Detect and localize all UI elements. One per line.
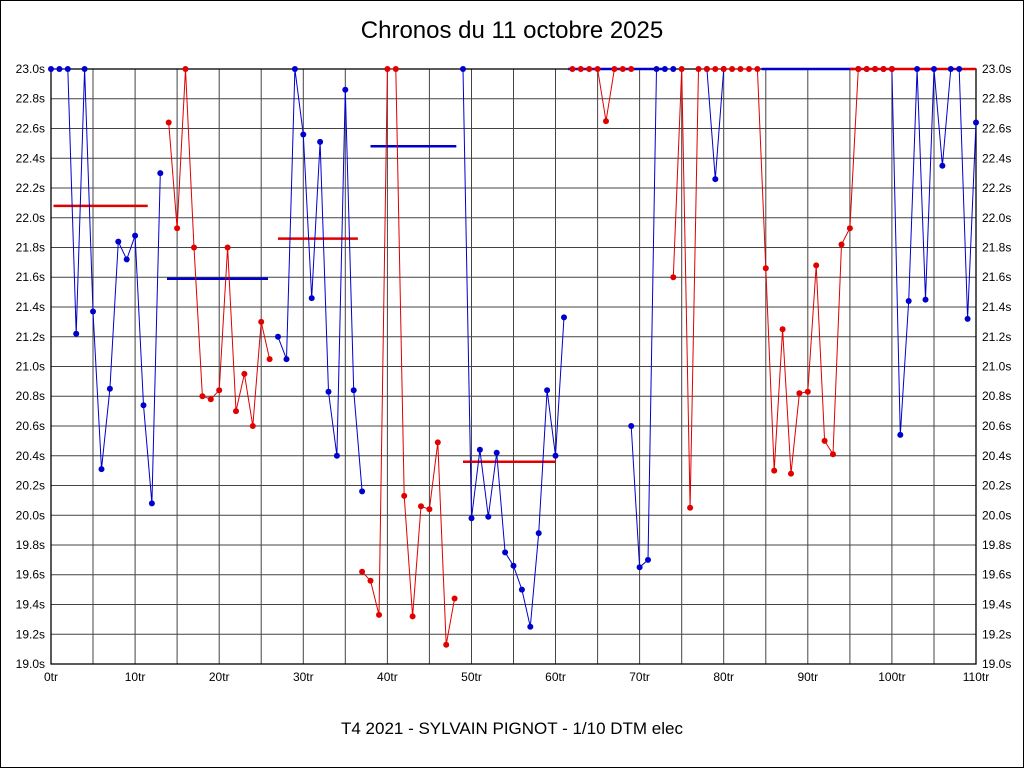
svg-text:21.4s: 21.4s bbox=[16, 300, 45, 314]
svg-text:80tr: 80tr bbox=[713, 670, 734, 684]
svg-text:19.8s: 19.8s bbox=[982, 538, 1011, 552]
svg-text:19.8s: 19.8s bbox=[16, 538, 45, 552]
svg-text:110tr: 110tr bbox=[963, 670, 989, 684]
plot-border bbox=[50, 68, 977, 665]
series-blue-6 bbox=[855, 66, 979, 438]
series-red-1 bbox=[165, 66, 273, 429]
svg-text:19.0s: 19.0s bbox=[16, 657, 45, 671]
svg-text:10tr: 10tr bbox=[125, 670, 146, 684]
svg-text:19.2s: 19.2s bbox=[982, 627, 1011, 641]
chart-subtitle: T4 2021 - SYLVAIN PIGNOT - 1/10 DTM elec bbox=[340, 719, 683, 738]
svg-text:20.2s: 20.2s bbox=[16, 479, 45, 493]
svg-text:20.8s: 20.8s bbox=[982, 389, 1011, 403]
series-blue-3 bbox=[460, 66, 567, 630]
svg-text:19.0s: 19.0s bbox=[982, 657, 1011, 671]
svg-text:50tr: 50tr bbox=[461, 670, 482, 684]
svg-text:21.0s: 21.0s bbox=[982, 360, 1011, 374]
average-lines bbox=[53, 67, 976, 463]
series-red-4 bbox=[670, 66, 895, 511]
svg-text:40tr: 40tr bbox=[377, 670, 398, 684]
svg-text:19.6s: 19.6s bbox=[982, 568, 1011, 582]
svg-text:22.6s: 22.6s bbox=[982, 122, 1011, 136]
svg-text:20.8s: 20.8s bbox=[16, 389, 45, 403]
svg-text:19.4s: 19.4s bbox=[982, 598, 1011, 612]
series-blue-1 bbox=[48, 66, 164, 507]
svg-text:20tr: 20tr bbox=[209, 670, 230, 684]
svg-text:22.8s: 22.8s bbox=[16, 92, 45, 106]
svg-text:21.8s: 21.8s bbox=[16, 241, 45, 255]
svg-text:22.6s: 22.6s bbox=[16, 122, 45, 136]
svg-text:100tr: 100tr bbox=[878, 670, 905, 684]
svg-text:20.0s: 20.0s bbox=[982, 508, 1011, 522]
svg-text:20.6s: 20.6s bbox=[16, 419, 45, 433]
svg-text:20.4s: 20.4s bbox=[982, 449, 1011, 463]
chart-title: Chronos du 11 octobre 2025 bbox=[360, 17, 664, 44]
series-red-3 bbox=[569, 66, 635, 125]
svg-text:22.4s: 22.4s bbox=[982, 151, 1011, 165]
svg-text:19.2s: 19.2s bbox=[16, 627, 45, 641]
svg-text:22.2s: 22.2s bbox=[982, 181, 1011, 195]
series-red-2 bbox=[359, 66, 458, 648]
svg-text:19.6s: 19.6s bbox=[16, 568, 45, 582]
svg-text:22.8s: 22.8s bbox=[982, 92, 1011, 106]
svg-text:20.2s: 20.2s bbox=[982, 479, 1011, 493]
svg-text:21.6s: 21.6s bbox=[16, 270, 45, 284]
svg-text:19.4s: 19.4s bbox=[16, 598, 45, 612]
series-blue-2 bbox=[275, 66, 366, 495]
svg-text:0tr: 0tr bbox=[44, 670, 58, 684]
svg-text:30tr: 30tr bbox=[293, 670, 314, 684]
y-axis-labels-left: 19.0s 19.2s 19.4s 19.6s 19.8s 20.0s 20.2s 20.4s… bbox=[16, 62, 45, 671]
svg-text:60tr: 60tr bbox=[545, 670, 566, 684]
svg-text:21.6s: 21.6s bbox=[982, 270, 1011, 284]
svg-text:20.6s: 20.6s bbox=[982, 419, 1011, 433]
svg-text:22.0s: 22.0s bbox=[982, 211, 1011, 225]
svg-text:70tr: 70tr bbox=[629, 670, 650, 684]
svg-text:90tr: 90tr bbox=[797, 670, 818, 684]
svg-text:23.0s: 23.0s bbox=[16, 62, 45, 76]
svg-text:22.2s: 22.2s bbox=[16, 181, 45, 195]
svg-text:21.2s: 21.2s bbox=[982, 330, 1011, 344]
series-blue-4 bbox=[628, 66, 677, 571]
svg-text:21.2s: 21.2s bbox=[16, 330, 45, 344]
svg-text:20.0s: 20.0s bbox=[16, 508, 45, 522]
svg-text:22.4s: 22.4s bbox=[16, 151, 45, 165]
svg-text:23.0s: 23.0s bbox=[982, 62, 1011, 76]
svg-text:21.8s: 21.8s bbox=[982, 241, 1011, 255]
y-axis-labels-right: 19.0s 19.2s 19.4s 19.6s 19.8s 20.0s 20.2s 20.4s… bbox=[982, 62, 1011, 671]
x-axis-labels: 0tr 10tr 20tr 30tr 40tr 50tr 60tr 70tr 80tr 90tr 1… bbox=[44, 670, 989, 684]
svg-text:20.4s: 20.4s bbox=[16, 449, 45, 463]
svg-text:21.4s: 21.4s bbox=[982, 300, 1011, 314]
svg-text:21.0s: 21.0s bbox=[16, 360, 45, 374]
svg-text:22.0s: 22.0s bbox=[16, 211, 45, 225]
